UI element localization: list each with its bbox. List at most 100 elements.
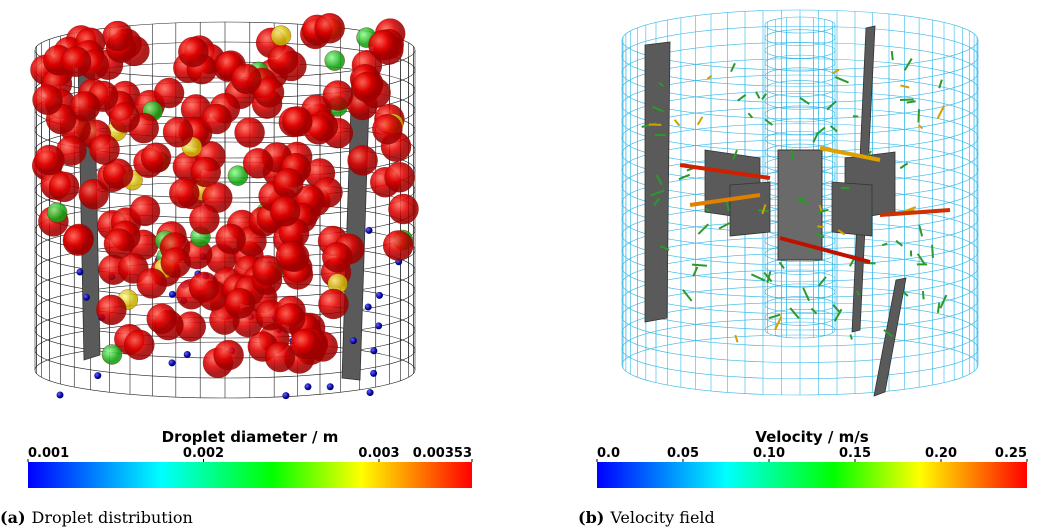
droplet [352,72,382,102]
droplet [271,26,291,46]
droplet [275,303,305,333]
droplet [141,143,171,173]
caption-label: (a) [0,508,26,527]
velocity-arrow [833,305,839,312]
droplet [110,103,140,133]
droplet [282,106,312,136]
droplet [90,135,120,165]
droplet [124,330,154,360]
velocity-arrow [831,126,837,132]
droplet [365,303,372,310]
colorbar-tick-label: 0.002 [183,446,224,461]
droplet [76,268,83,275]
droplet [348,145,378,175]
velocity-arrow [735,335,737,342]
velocity-arrow [762,94,766,100]
colorbar-title: Velocity / m/s [755,428,868,446]
droplet [33,85,63,115]
droplet [366,227,373,234]
droplet [83,294,90,301]
velocity-arrow [850,335,851,340]
droplet [385,162,415,192]
droplet [189,272,219,302]
velocity-arrow [940,295,946,308]
velocity-arrow [813,135,817,143]
colorbar [597,462,1027,488]
droplet [63,226,93,256]
colorbar-tick-label: 0.25 [995,446,1027,461]
droplet [161,248,191,278]
velocity-arrow [919,225,922,236]
droplet [96,295,126,325]
colorbar-title: Droplet diameter / m [162,428,339,446]
velocity-arrow [811,308,816,313]
colorbar-tick-label: 0.20 [925,446,957,461]
droplet [370,370,377,377]
droplet [102,344,122,364]
velocity-arrow [748,113,752,117]
droplet [370,347,377,354]
droplet [163,117,193,147]
droplet [103,21,133,51]
droplet [367,389,374,396]
velocity-arrow [692,265,707,266]
droplet [383,231,413,261]
droplet [94,372,101,379]
droplet [49,172,79,202]
colorbar-tick-label: 0.0 [597,446,620,461]
velocity-render [622,10,978,396]
velocity-arrow [900,85,909,87]
droplet [323,81,353,111]
baffle [874,278,906,396]
velocity-arrow [738,95,746,101]
velocity-arrow [769,315,781,319]
droplet [184,351,191,358]
colorbar-tick-label: 0.15 [839,446,871,461]
droplet [243,148,273,178]
droplet [273,168,303,198]
droplet [34,145,64,175]
velocity-arrow [833,70,839,73]
droplet [318,289,348,319]
velocity-arrow [800,98,809,104]
velocity-arrow [698,224,708,234]
colorbar-tick-label: 0.00353 [413,446,472,461]
droplet [375,322,382,329]
droplet [231,64,261,94]
droplet [130,196,160,226]
colorbar-tick-label: 0.003 [358,446,399,461]
velocity-arrow [803,288,809,301]
droplet [235,118,265,148]
colorbar-tick-label: 0.10 [753,446,785,461]
droplet [61,47,91,77]
droplet [214,340,244,370]
droplet [322,242,352,272]
droplet [57,391,64,398]
figure: Droplet diameter / m 0.001 0.002 0.003 0.003… [0,0,1044,532]
droplet [276,241,306,271]
droplet [304,383,311,390]
droplet [168,359,175,366]
droplet [191,157,221,187]
droplet [225,288,255,318]
droplet [137,268,167,298]
baffle [645,42,670,322]
velocity-arrow [827,101,836,109]
caption: (b)Velocity field [578,508,715,527]
droplet-render [30,13,418,399]
droplet [368,30,398,60]
velocity-arrow [907,101,916,102]
droplet [290,329,320,359]
droplet [389,194,419,224]
droplet [47,203,67,223]
velocity-arrow [683,290,692,301]
droplet [327,383,334,390]
droplet [169,178,199,208]
droplet [376,292,383,299]
droplet [216,224,246,254]
droplet [189,204,219,234]
velocity-arrow [698,117,703,125]
droplet [202,104,232,134]
colorbar-tick-label: 0.001 [28,446,69,461]
velocity-arrow [938,303,939,313]
